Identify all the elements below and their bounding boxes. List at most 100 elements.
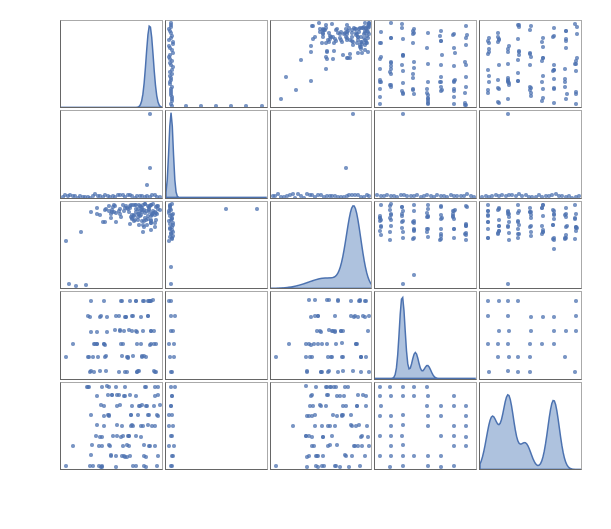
scatter-point [139, 342, 143, 346]
x-tick: 1 [209, 469, 213, 470]
scatter-point [379, 30, 383, 34]
scatter-point [126, 356, 130, 360]
scatter-point [114, 465, 118, 469]
scatter-point [144, 465, 148, 469]
scatter-point [401, 69, 405, 73]
scatter-point [564, 225, 568, 229]
scatter-point [529, 24, 533, 28]
scatter-point [170, 434, 174, 438]
scatter-point [332, 49, 336, 53]
scatter-point [115, 423, 119, 427]
scatter-point [552, 236, 556, 240]
scatter-point [352, 444, 356, 448]
scatter-point [486, 299, 490, 303]
y-tick: 4.5 [60, 20, 61, 28]
scatter-point [155, 413, 159, 417]
scatter-point [412, 227, 416, 231]
scatter-point [299, 58, 303, 62]
scatter-point [412, 394, 416, 398]
scatter-point [365, 41, 369, 45]
scatter-point [367, 194, 371, 198]
scatter-point [153, 424, 157, 428]
scatter-point [64, 355, 68, 359]
scatter-point [98, 369, 102, 373]
scatter-point [388, 465, 392, 469]
scatter-point [388, 385, 392, 389]
scatter-point [425, 404, 429, 408]
scatter-point [170, 413, 174, 417]
scatter-point [199, 104, 203, 108]
scatter-point [169, 299, 173, 303]
y-tick: 15 [60, 387, 61, 396]
scatter-point [167, 444, 171, 448]
scatter-point [96, 355, 100, 359]
scatter-point [487, 80, 491, 84]
scatter-point [361, 314, 365, 318]
scatter-cell [165, 201, 268, 289]
scatter-point [464, 224, 468, 228]
scatter-point [464, 404, 468, 408]
y-tick: 7.5 [60, 338, 61, 347]
scatter-point [364, 355, 368, 359]
scatter-point [156, 454, 160, 458]
scatter-point [355, 342, 359, 346]
scatter-point [169, 21, 173, 25]
scatter-point [321, 435, 325, 439]
scatter-point [439, 232, 443, 236]
scatter-cell [479, 20, 582, 108]
y-tick: 10.0 [60, 324, 61, 333]
scatter-point [451, 212, 455, 216]
kde-cell [374, 291, 477, 379]
scatter-point [452, 46, 456, 50]
scatter-point [155, 464, 159, 468]
scatter-point [121, 342, 125, 346]
x-tick: 10 [436, 469, 445, 470]
scatter-point [552, 77, 556, 81]
scatter-point [134, 299, 138, 303]
scatter-point [388, 230, 392, 234]
scatter-point [496, 78, 500, 82]
scatter-point [507, 238, 511, 242]
scatter-point [574, 314, 578, 318]
scatter-point [507, 329, 511, 333]
scatter-point [120, 354, 124, 358]
scatter-point [426, 80, 430, 84]
scatter-point [279, 97, 283, 101]
scatter-point [365, 424, 369, 428]
scatter-cell [270, 291, 373, 379]
scatter-point [497, 87, 501, 91]
scatter-point [516, 299, 520, 303]
scatter-point [149, 221, 153, 225]
scatter-point [85, 385, 89, 389]
scatter-point [130, 213, 134, 217]
scatter-point [389, 72, 393, 76]
scatter-point [389, 414, 393, 418]
scatter-point [341, 413, 345, 417]
scatter-point [141, 203, 145, 207]
scatter-point [541, 74, 545, 78]
scatter-point [426, 101, 430, 105]
scatter-point [140, 355, 144, 359]
scatter-point [158, 403, 162, 407]
scatter-point [541, 45, 545, 49]
scatter-point [145, 183, 149, 187]
scatter-point [349, 299, 353, 303]
scatter-point [122, 329, 126, 333]
y-tick: 15.0 [60, 295, 61, 304]
scatter-point [426, 424, 430, 428]
scatter-cell [374, 201, 477, 289]
scatter-point [172, 444, 176, 448]
scatter-point [564, 46, 568, 50]
scatter-point [359, 355, 363, 359]
scatter-point [102, 299, 106, 303]
scatter-point [411, 88, 415, 92]
pair-plot-container: 4.54.03.53.02.52.01e7ID2.52.01.51.00.50.… [20, 20, 580, 500]
scatter-point [357, 299, 361, 303]
scatter-point [388, 83, 392, 87]
scatter-point [464, 204, 468, 208]
scatter-point [91, 464, 95, 468]
scatter-point [379, 404, 383, 408]
scatter-point [400, 226, 404, 230]
scatter-point [452, 434, 456, 438]
scatter-cell [479, 291, 582, 379]
